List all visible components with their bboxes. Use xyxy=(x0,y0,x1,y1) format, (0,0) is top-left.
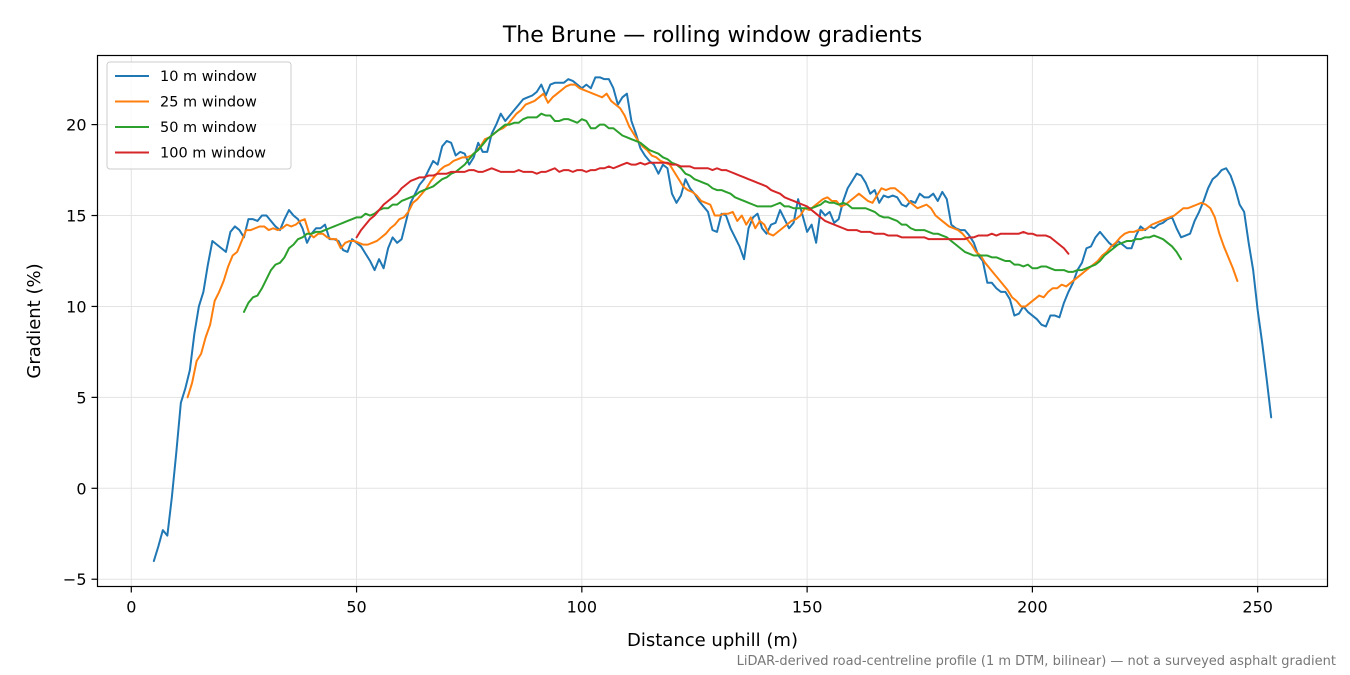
legend-box xyxy=(106,61,292,170)
chart-title: The Brune — rolling window gradients xyxy=(502,23,922,48)
series-line-100-m-window xyxy=(355,161,1070,255)
series-line-50-m-window xyxy=(242,112,1183,313)
legend-label: 50 m window xyxy=(160,120,257,136)
x-axis-label: Distance uphill (m) xyxy=(627,630,798,651)
y-tick-label: 10 xyxy=(66,297,86,316)
y-axis-label: Gradient (%) xyxy=(24,263,45,378)
series-layer xyxy=(152,76,1273,563)
y-tick-label: 15 xyxy=(66,207,86,226)
y-tick-label: 0 xyxy=(76,479,86,498)
x-tick-label: 100 xyxy=(567,598,598,617)
x-tick-label: 150 xyxy=(792,598,823,617)
legend-label: 25 m window xyxy=(160,95,257,111)
x-axis-ticks: 0 50 100 150 200 250 xyxy=(126,586,1273,617)
x-tick-label: 200 xyxy=(1017,598,1048,617)
y-axis-ticks: −5 0 5 10 15 20 xyxy=(63,116,98,589)
legend-label: 100 m window xyxy=(160,146,266,162)
plot-frame xyxy=(96,54,1329,588)
x-tick-label: 50 xyxy=(346,598,366,617)
y-tick-label: −5 xyxy=(63,570,87,589)
grid-lines xyxy=(97,55,1328,587)
footnote: LiDAR-derived road-centreline profile (1… xyxy=(737,654,1336,669)
series-line-10-m-window xyxy=(152,76,1273,563)
legend-label: 10 m window xyxy=(160,69,257,85)
x-tick-label: 250 xyxy=(1242,598,1273,617)
legend: 10 m window 25 m window 50 m window 100 m w… xyxy=(106,61,292,170)
y-tick-label: 5 xyxy=(76,388,86,407)
x-tick-label: 0 xyxy=(126,598,136,617)
series-line-25-m-window xyxy=(186,83,1239,399)
y-tick-label: 20 xyxy=(66,116,86,135)
